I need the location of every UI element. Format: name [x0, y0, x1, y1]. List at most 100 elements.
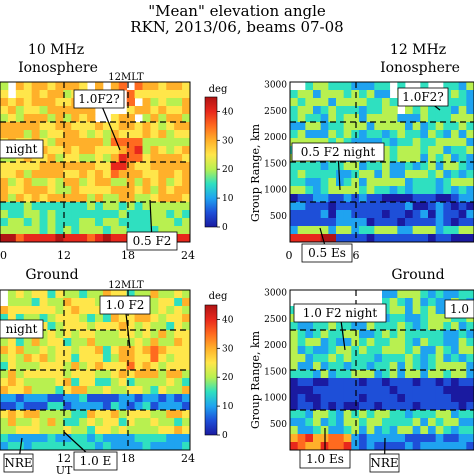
annotation-box — [0, 319, 44, 339]
heatmap-cell — [47, 338, 56, 347]
heatmap-cell — [182, 434, 191, 443]
heatmap-cell — [150, 162, 159, 171]
heatmap-cell — [305, 194, 314, 203]
heatmap-cell — [466, 82, 474, 91]
heatmap-cell — [71, 226, 80, 235]
heatmap-cell — [150, 434, 159, 443]
heatmap-cell — [31, 418, 40, 427]
heatmap-cell — [47, 354, 56, 363]
heatmap-cell — [359, 410, 368, 419]
heatmap-cell — [158, 298, 167, 307]
heatmap-cell — [118, 162, 128, 171]
heatmap-cell — [7, 178, 17, 187]
heatmap-cell — [182, 218, 191, 227]
heatmap-cell — [297, 322, 306, 331]
heatmap-cell — [71, 234, 80, 243]
heatmap-cell — [420, 114, 429, 123]
heatmap-cell — [458, 426, 467, 435]
tr-xtick-0: 0 — [286, 249, 293, 262]
heatmap-cell — [458, 114, 467, 123]
heatmap-cell — [142, 114, 151, 123]
heatmap-cell — [451, 346, 460, 355]
heatmap-cell — [126, 98, 135, 107]
heatmap-cell — [397, 154, 406, 163]
heatmap-cell — [305, 186, 314, 195]
heatmap-cell — [87, 362, 96, 371]
heatmap-cell — [336, 138, 345, 147]
heatmap-cell — [182, 122, 191, 131]
heatmap-cell — [336, 186, 345, 195]
heatmap-cell — [174, 410, 183, 419]
heatmap-cell — [7, 130, 17, 139]
heatmap-cell — [102, 122, 112, 131]
heatmap-cell — [71, 386, 80, 395]
heatmap-cell — [451, 162, 460, 171]
heatmap-cell — [336, 346, 345, 355]
heatmap-cell — [458, 322, 467, 331]
heatmap-cell — [320, 338, 329, 347]
heatmap-cell — [382, 290, 391, 299]
heatmap-cell — [63, 194, 72, 203]
heatmap-cell — [336, 362, 345, 371]
heatmap-cell — [374, 362, 383, 371]
heatmap-cell — [451, 410, 460, 419]
heatmap-cell — [420, 322, 429, 331]
heatmap-cell — [166, 314, 175, 323]
heatmap-cell — [47, 194, 56, 203]
heatmap-cell — [31, 306, 40, 315]
heatmap-cell — [466, 178, 474, 187]
heatmap-cell — [166, 346, 175, 355]
heatmap-cell — [150, 362, 159, 371]
heatmap-cell — [343, 370, 352, 379]
heatmap-cell — [405, 186, 414, 195]
heatmap-cell — [313, 106, 322, 115]
heatmap-cell — [458, 386, 467, 395]
heatmap-cell — [55, 178, 64, 187]
heatmap-cell — [0, 226, 9, 235]
heatmap-cell — [39, 298, 48, 307]
heatmap-cell — [466, 338, 474, 347]
heatmap-cell — [290, 226, 299, 235]
heatmap-cell — [428, 370, 437, 379]
heatmap-cell — [405, 234, 414, 243]
heatmap-cell — [166, 226, 175, 235]
heatmap-cell — [320, 186, 329, 195]
heatmap-cell — [142, 130, 151, 139]
heatmap-cell — [150, 90, 159, 99]
heatmap-cell — [313, 442, 322, 451]
heatmap-cell — [382, 114, 391, 123]
heatmap-cell — [458, 442, 467, 451]
annotation-label: 1.0 F2 — [106, 298, 145, 312]
heatmap-cell — [320, 218, 329, 227]
heatmap-cell — [336, 90, 345, 99]
heatmap-cell — [7, 114, 17, 123]
heatmap-cell — [71, 378, 80, 387]
heatmap-cell — [118, 418, 128, 427]
heatmap-cell — [466, 290, 474, 299]
heatmap-cell — [71, 426, 80, 435]
heatmap-cell — [63, 234, 72, 243]
heatmap-cell — [313, 370, 322, 379]
heatmap-cell — [443, 170, 452, 179]
heatmap-cell — [71, 186, 80, 195]
heatmap-cell — [158, 394, 167, 403]
heatmap-cell — [118, 226, 128, 235]
heatmap-cell — [336, 378, 345, 387]
heatmap-cell — [126, 442, 135, 451]
heatmap-cell — [290, 378, 299, 387]
heatmap-cell — [290, 442, 299, 451]
heatmap-cell — [110, 162, 120, 171]
heatmap-cell — [458, 434, 467, 443]
heatmap-cell — [95, 202, 104, 211]
heatmap-cell — [47, 426, 56, 435]
heatmap-cell — [343, 234, 352, 243]
heatmap-cell — [182, 98, 191, 107]
heatmap-cell — [382, 338, 391, 347]
heatmap-cell — [305, 162, 314, 171]
heatmap-cell — [102, 186, 112, 195]
heatmap-cell — [305, 322, 314, 331]
heatmap-cell — [79, 370, 88, 379]
heatmap-cell — [451, 146, 460, 155]
heatmap-cell — [23, 106, 33, 115]
heatmap-cell — [174, 338, 183, 347]
